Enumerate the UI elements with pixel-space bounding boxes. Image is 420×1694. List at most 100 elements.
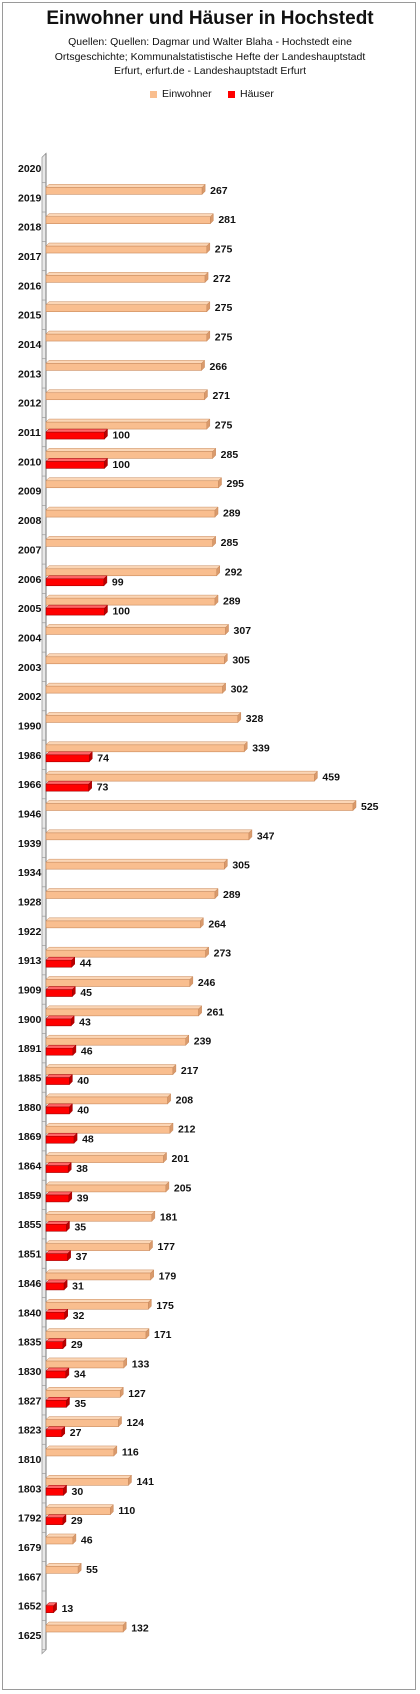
value-label-haeuser-2011: 100 (112, 430, 130, 442)
category-label-1667: 1667 (18, 1571, 42, 1583)
value-label-einwohner-1679: 46 (81, 1534, 93, 1546)
value-label-einwohner-1891: 239 (194, 1036, 212, 1048)
bar-einwohner-1851 (45, 1239, 154, 1252)
category-label-1869: 1869 (18, 1131, 42, 1143)
bar-einwohner-1679 (45, 1533, 77, 1545)
category-label-1880: 1880 (18, 1102, 42, 1114)
legend-swatch-haeuser (228, 90, 235, 98)
bar-haeuser-1823 (45, 1426, 66, 1438)
value-label-haeuser-1859: 39 (77, 1192, 89, 1204)
category-label-2008: 2008 (18, 515, 42, 527)
bar-haeuser-1792 (45, 1514, 67, 1526)
category-label-2017: 2017 (18, 251, 42, 263)
category-label-1859: 1859 (18, 1190, 42, 1202)
value-label-haeuser-1869: 48 (82, 1134, 94, 1146)
value-label-einwohner-2018: 281 (218, 214, 236, 226)
bar-haeuser-1869 (45, 1132, 78, 1144)
value-label-einwohner-2006: 292 (225, 566, 243, 578)
value-label-einwohner-2004: 307 (234, 625, 252, 637)
category-label-1986: 1986 (18, 750, 42, 762)
bar-haeuser-1830 (45, 1367, 70, 1379)
value-label-einwohner-1625: 132 (131, 1623, 149, 1635)
value-label-einwohner-1986: 339 (252, 742, 270, 754)
category-label-1864: 1864 (18, 1161, 42, 1173)
bar-haeuser-1855 (45, 1220, 71, 1232)
bar-haeuser-1864 (45, 1161, 72, 1174)
bar-einwohner-2014 (45, 330, 211, 342)
value-label-einwohner-2005: 289 (223, 596, 241, 608)
value-label-haeuser-1855: 35 (74, 1222, 86, 1234)
bar-einwohner-1891 (45, 1034, 190, 1046)
value-label-haeuser-1909: 45 (80, 987, 92, 999)
category-label-1835: 1835 (18, 1337, 42, 1349)
category-label-1913: 1913 (18, 955, 42, 967)
legend-label-einwohner: Einwohner (162, 88, 212, 100)
value-label-einwohner-1855: 181 (160, 1212, 178, 1224)
category-label-1990: 1990 (18, 720, 42, 732)
bar-einwohner-1966 (45, 770, 319, 782)
value-label-einwohner-2010: 285 (221, 449, 239, 461)
bar-haeuser-1909 (45, 985, 76, 998)
value-label-einwohner-2009: 295 (227, 478, 245, 490)
value-label-einwohner-2008: 289 (223, 508, 241, 520)
bar-einwohner-2003 (45, 653, 228, 665)
value-label-einwohner-1885: 217 (181, 1065, 199, 1077)
bar-einwohner-2019 (45, 183, 206, 195)
bar-haeuser-1803 (45, 1484, 68, 1496)
legend-swatch-einwohner (150, 90, 157, 98)
category-label-2016: 2016 (18, 280, 42, 292)
value-label-einwohner-1835: 171 (154, 1329, 172, 1341)
category-label-1840: 1840 (18, 1307, 42, 1319)
category-label-2003: 2003 (18, 662, 42, 674)
legend-label-haeuser: Häuser (240, 88, 274, 100)
bar-einwohner-1934 (45, 858, 228, 870)
value-label-haeuser-2006: 99 (112, 576, 124, 588)
value-label-einwohner-1913: 273 (214, 948, 232, 960)
chart-title: Einwohner und Häuser in Hochstedt (46, 8, 374, 29)
value-label-haeuser-1885: 40 (77, 1075, 89, 1087)
value-label-einwohner-1990: 328 (246, 713, 264, 725)
bar-einwohner-2011 (45, 418, 211, 430)
value-label-einwohner-1864: 201 (172, 1153, 190, 1165)
value-label-einwohner-2016: 272 (213, 273, 231, 285)
category-label-1810: 1810 (18, 1454, 42, 1466)
bar-einwohner-1939 (45, 829, 253, 841)
category-label-1934: 1934 (18, 867, 42, 879)
value-label-haeuser-1851: 37 (76, 1251, 88, 1263)
category-label-1946: 1946 (18, 808, 42, 820)
bar-einwohner-1859 (45, 1181, 170, 1193)
category-label-1928: 1928 (18, 897, 42, 909)
value-label-einwohner-2013: 266 (210, 361, 228, 373)
bar-haeuser-1652 (45, 1602, 58, 1614)
category-label-1625: 1625 (18, 1630, 42, 1642)
legend-item-einwohner: Einwohner (150, 88, 212, 100)
bar-einwohner-2015 (45, 301, 211, 313)
value-label-einwohner-1928: 289 (223, 889, 241, 901)
category-label-2002: 2002 (18, 691, 42, 703)
bar-einwohner-1990 (45, 711, 242, 724)
value-label-haeuser-1900: 43 (79, 1016, 91, 1028)
bar-einwohner-1913 (45, 946, 210, 958)
bar-einwohner-2008 (45, 506, 219, 518)
category-label-2019: 2019 (18, 192, 42, 204)
bar-einwohner-1864 (45, 1151, 168, 1164)
bar-einwohner-1792 (45, 1504, 114, 1516)
value-label-haeuser-1823: 27 (70, 1427, 82, 1439)
value-label-einwohner-1934: 305 (232, 860, 250, 872)
value-label-einwohner-1922: 264 (208, 918, 226, 930)
value-label-haeuser-1827: 35 (74, 1398, 86, 1410)
legend-item-haeuser: Häuser (228, 88, 274, 100)
category-label-1823: 1823 (18, 1425, 42, 1437)
value-label-haeuser-1846: 31 (72, 1280, 84, 1292)
bar-einwohner-1667 (45, 1562, 82, 1574)
bar-einwohner-1803 (45, 1474, 133, 1486)
value-label-haeuser-1830: 34 (74, 1368, 86, 1380)
bar-einwohner-2017 (45, 242, 211, 254)
value-label-haeuser-2005: 100 (112, 606, 130, 618)
bar-haeuser-2010 (45, 457, 109, 470)
value-label-haeuser-2010: 100 (112, 459, 130, 471)
category-label-1909: 1909 (18, 985, 42, 997)
category-label-1803: 1803 (18, 1483, 42, 1495)
bar-einwohner-1846 (45, 1269, 155, 1281)
value-label-einwohner-2015: 275 (215, 302, 233, 314)
